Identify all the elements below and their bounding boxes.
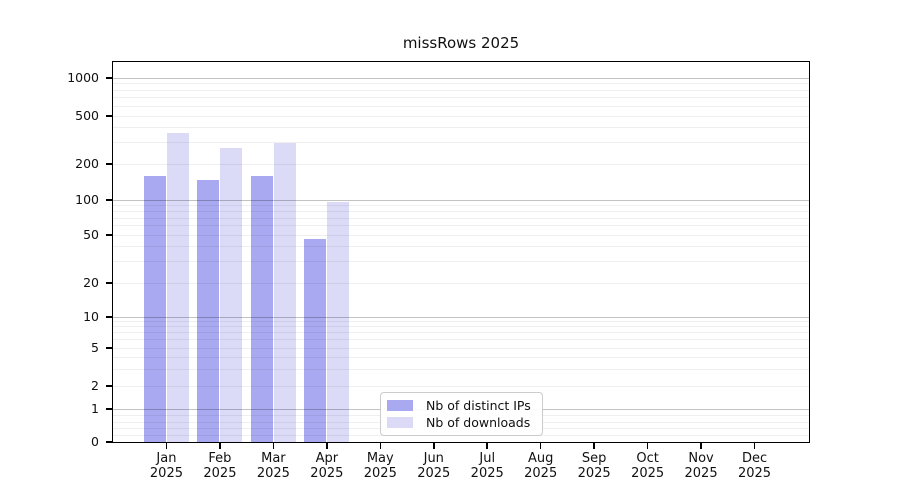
x-tick-label-oct: Oct 2025 [631, 451, 665, 481]
legend-swatch-icon [387, 400, 413, 411]
grid-line-minor [113, 105, 809, 107]
grid-line-minor [113, 385, 809, 387]
legend-swatch-icon [387, 417, 413, 428]
bar-downloads-feb [220, 148, 243, 442]
grid-line-minor [113, 321, 809, 323]
legend-label: Nb of distinct IPs [426, 398, 531, 413]
grid-line-minor [113, 356, 809, 358]
x-tick-label-jul: Jul 2025 [470, 451, 504, 481]
y-tick [106, 408, 113, 410]
legend: Nb of distinct IPs Nb of downloads [380, 392, 543, 436]
y-tick-label: 10 [83, 309, 99, 324]
grid-line-minor [113, 326, 809, 328]
y-tick [106, 115, 113, 117]
grid-line-minor [113, 225, 809, 227]
x-tick [539, 442, 542, 449]
x-tick [486, 442, 488, 449]
grid-line-minor [113, 163, 809, 165]
x-tick-label-jan: Jan 2025 [149, 451, 183, 481]
y-tick-label: 500 [75, 108, 99, 123]
bar-downloads-jan [166, 132, 189, 442]
x-tick [219, 442, 221, 449]
y-tick [106, 77, 113, 79]
y-tick [106, 234, 113, 236]
legend-label: Nb of downloads [426, 415, 531, 430]
x-tick [165, 442, 168, 449]
bar-distinct-ips-jan [143, 175, 166, 442]
y-tick [106, 385, 113, 387]
plot-area: 0 1 2 5 10 20 50 100 200 500 1000 Jan 2025 Feb 2025 M… [67, 61, 810, 481]
legend-item-downloads: Nb of downloads [387, 415, 534, 430]
x-tick-label-nov: Nov 2025 [684, 451, 718, 481]
plot-inner: 0 1 2 5 10 20 50 100 200 500 1000 Jan 2025 Feb 2025 M… [67, 62, 809, 481]
grid-line-minor [113, 368, 809, 370]
grid-line-minor [113, 217, 809, 219]
y-tick [106, 441, 113, 443]
x-tick-label-dec: Dec 2025 [737, 451, 772, 481]
grid-line-major [113, 77, 809, 79]
y-tick-label: 1000 [67, 70, 99, 85]
bar-downloads-mar [273, 143, 296, 442]
grid-line-major [113, 199, 809, 201]
x-tick-label-apr: Apr 2025 [310, 451, 344, 481]
y-tick-label: 20 [83, 275, 99, 290]
y-tick [106, 163, 113, 165]
y-tick-label: 0 [91, 434, 99, 449]
grid-line-minor [113, 210, 809, 212]
x-tick [700, 442, 702, 449]
y-tick-label: 5 [91, 340, 99, 355]
x-tick [753, 442, 756, 449]
x-tick [272, 442, 275, 449]
y-tick [106, 347, 113, 349]
grid-line-minor [113, 347, 809, 349]
grid-line-minor [113, 127, 809, 129]
bar-distinct-ips-mar [250, 176, 273, 442]
grid-line-minor [113, 234, 809, 236]
y-tick [106, 282, 113, 284]
grid-line-major [113, 316, 809, 318]
grid-line-minor [113, 204, 809, 206]
y-tick-label: 2 [91, 378, 99, 393]
y-tick-label: 200 [75, 156, 99, 171]
x-tick [379, 442, 382, 449]
x-tick-label-aug: Aug 2025 [524, 451, 558, 481]
y-tick [106, 199, 113, 201]
grid-line-minor [113, 83, 809, 85]
y-tick-label: 50 [83, 227, 99, 242]
x-tick [646, 442, 649, 449]
bar-distinct-ips-apr [304, 239, 327, 442]
x-tick-label-feb: Feb 2025 [203, 451, 237, 481]
grid-line-minor [113, 115, 809, 117]
y-tick-label: 1 [91, 401, 99, 416]
y-tick [106, 316, 113, 318]
x-tick-label-jun: Jun 2025 [417, 451, 451, 481]
grid-line-minor [113, 246, 809, 248]
x-tick-label-may: May 2025 [363, 451, 397, 481]
x-tick-label-sep: Sep 2025 [577, 451, 611, 481]
grid-line-minor [113, 339, 809, 341]
x-tick [433, 442, 435, 449]
grid-line-minor [113, 142, 809, 144]
grid-line-minor [113, 332, 809, 334]
grid-line-minor [113, 261, 809, 263]
grid-line-minor [113, 282, 809, 284]
y-tick-label: 100 [75, 192, 99, 207]
legend-item-distinct-ips: Nb of distinct IPs [387, 398, 534, 413]
grid-line-minor [113, 89, 809, 91]
grid-line-minor [113, 97, 809, 99]
x-tick [593, 442, 595, 449]
x-tick [326, 442, 328, 449]
x-tick-label-mar: Mar 2025 [256, 451, 290, 481]
bar-distinct-ips-feb [197, 179, 220, 442]
chart-title: missRows 2025 [402, 34, 520, 52]
